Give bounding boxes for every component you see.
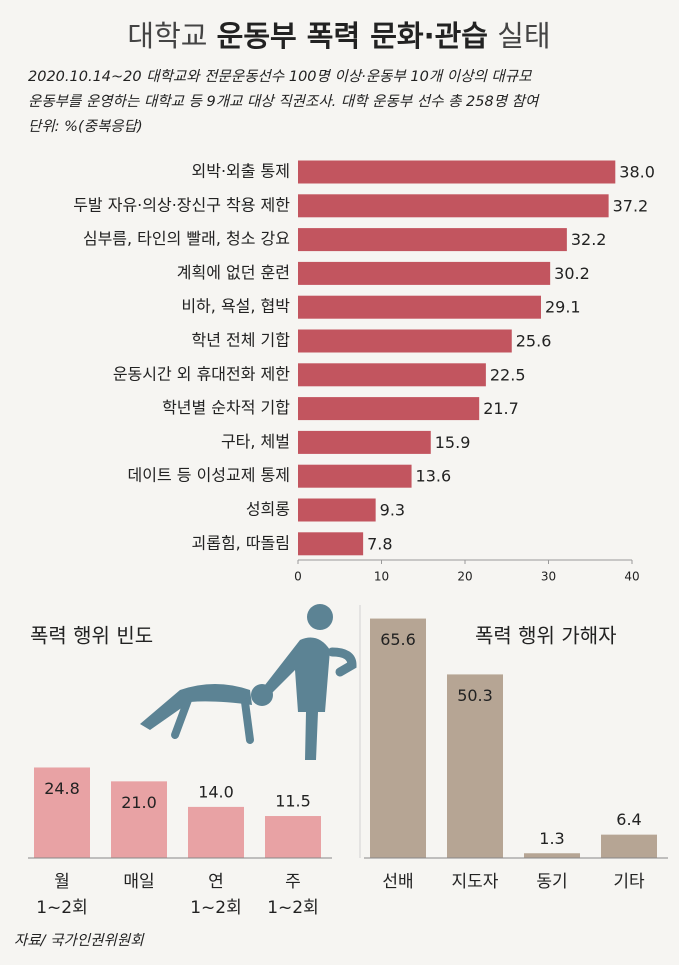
bar xyxy=(188,806,244,858)
value-label: 14.0 xyxy=(198,782,234,801)
value-label: 9.3 xyxy=(380,501,405,520)
bar xyxy=(298,194,609,218)
title-part: 실태 xyxy=(497,19,550,53)
value-label: 38.0 xyxy=(619,163,655,182)
value-label: 65.6 xyxy=(380,630,416,649)
value-label: 7.8 xyxy=(367,534,392,553)
x-tick-label: 30 xyxy=(541,570,556,584)
bar xyxy=(298,363,486,387)
category-label: 괴롭힘, 따돌림 xyxy=(192,533,291,552)
category-label: 계획에 없던 훈련 xyxy=(177,263,290,282)
value-label: 21.0 xyxy=(121,793,157,812)
figure-icons xyxy=(140,604,357,760)
bar xyxy=(298,397,480,421)
bar xyxy=(524,853,580,858)
value-label: 29.1 xyxy=(545,298,581,317)
value-label: 50.3 xyxy=(457,686,493,705)
source: 자료/ 국가인권위원회 xyxy=(14,933,145,949)
value-label: 6.4 xyxy=(616,810,641,829)
bar xyxy=(34,767,90,858)
unit: 단위: %(중복응답) xyxy=(28,119,143,135)
value-label: 25.6 xyxy=(516,332,552,351)
value-label: 13.6 xyxy=(416,467,452,486)
category-label: 구타, 체벌 xyxy=(221,432,290,451)
category-label: 매일 xyxy=(123,872,154,892)
category-label: 연 xyxy=(208,872,224,892)
category-label: 학년별 순차적 기합 xyxy=(162,398,290,417)
category-label: 성희롱 xyxy=(246,500,290,519)
category-label: 선배 xyxy=(382,872,413,892)
bar xyxy=(298,228,567,252)
category-label: 월 xyxy=(54,872,70,892)
category-label: 지도자 xyxy=(452,872,499,892)
category-label: 두발 자유·의상·장신구 착용 제한 xyxy=(73,195,290,214)
bar xyxy=(298,430,431,454)
bar xyxy=(447,674,503,858)
bar xyxy=(601,834,657,858)
bar xyxy=(298,464,412,488)
bar xyxy=(298,532,364,556)
title-part: 운동부 폭력 문화·관습 xyxy=(217,19,488,53)
category-label: 학년 전체 기합 xyxy=(192,331,291,350)
category-label: 데이트 등 이성교제 통제 xyxy=(128,466,290,485)
subtitle: 2020.10.14~20 대학교와 전문운동선수 100명 이상·운동부 10… xyxy=(28,68,532,85)
value-label: 24.8 xyxy=(44,779,80,798)
x-tick-label: 10 xyxy=(374,570,389,584)
bar xyxy=(111,781,167,858)
value-label: 11.5 xyxy=(275,792,311,811)
x-tick-label: 20 xyxy=(457,570,472,584)
category-label: 1~2회 xyxy=(267,898,319,918)
bar xyxy=(370,618,426,858)
x-tick-label: 0 xyxy=(294,570,302,584)
title-part: 대학교 xyxy=(127,19,207,53)
value-label: 21.7 xyxy=(483,399,519,418)
category-label: 주 xyxy=(285,872,301,892)
bar xyxy=(298,329,512,353)
chart-title: 폭력 행위 가해자 xyxy=(475,624,617,648)
subtitle: 운동부를 운영하는 대학교 등 9개교 대상 직권조사. 대학 운동부 선수 총… xyxy=(28,93,540,110)
chart-title: 폭력 행위 빈도 xyxy=(30,624,153,648)
category-label: 운동시간 외 휴대전화 제한 xyxy=(113,364,290,383)
category-label: 심부름, 타인의 빨래, 청소 강요 xyxy=(83,229,290,248)
value-label: 30.2 xyxy=(554,264,590,283)
category-label: 동기 xyxy=(536,872,567,892)
title: 대학교 운동부 폭력 문화·관습 실태 xyxy=(127,19,550,53)
category-label: 비하, 욕설, 협박 xyxy=(181,297,290,316)
bar xyxy=(298,498,376,522)
category-label: 1~2회 xyxy=(36,898,88,918)
category-label: 기타 xyxy=(613,872,645,892)
bar xyxy=(298,160,616,184)
category-label: 1~2회 xyxy=(190,898,242,918)
value-label: 1.3 xyxy=(539,829,564,848)
bar xyxy=(298,295,541,319)
value-label: 15.9 xyxy=(435,433,471,452)
value-label: 37.2 xyxy=(613,196,649,215)
bar xyxy=(298,261,551,285)
value-label: 22.5 xyxy=(490,365,526,384)
value-label: 32.2 xyxy=(571,230,607,249)
bar xyxy=(265,816,321,858)
category-label: 외박·외출 통제 xyxy=(192,162,291,181)
x-tick-label: 40 xyxy=(624,570,639,584)
